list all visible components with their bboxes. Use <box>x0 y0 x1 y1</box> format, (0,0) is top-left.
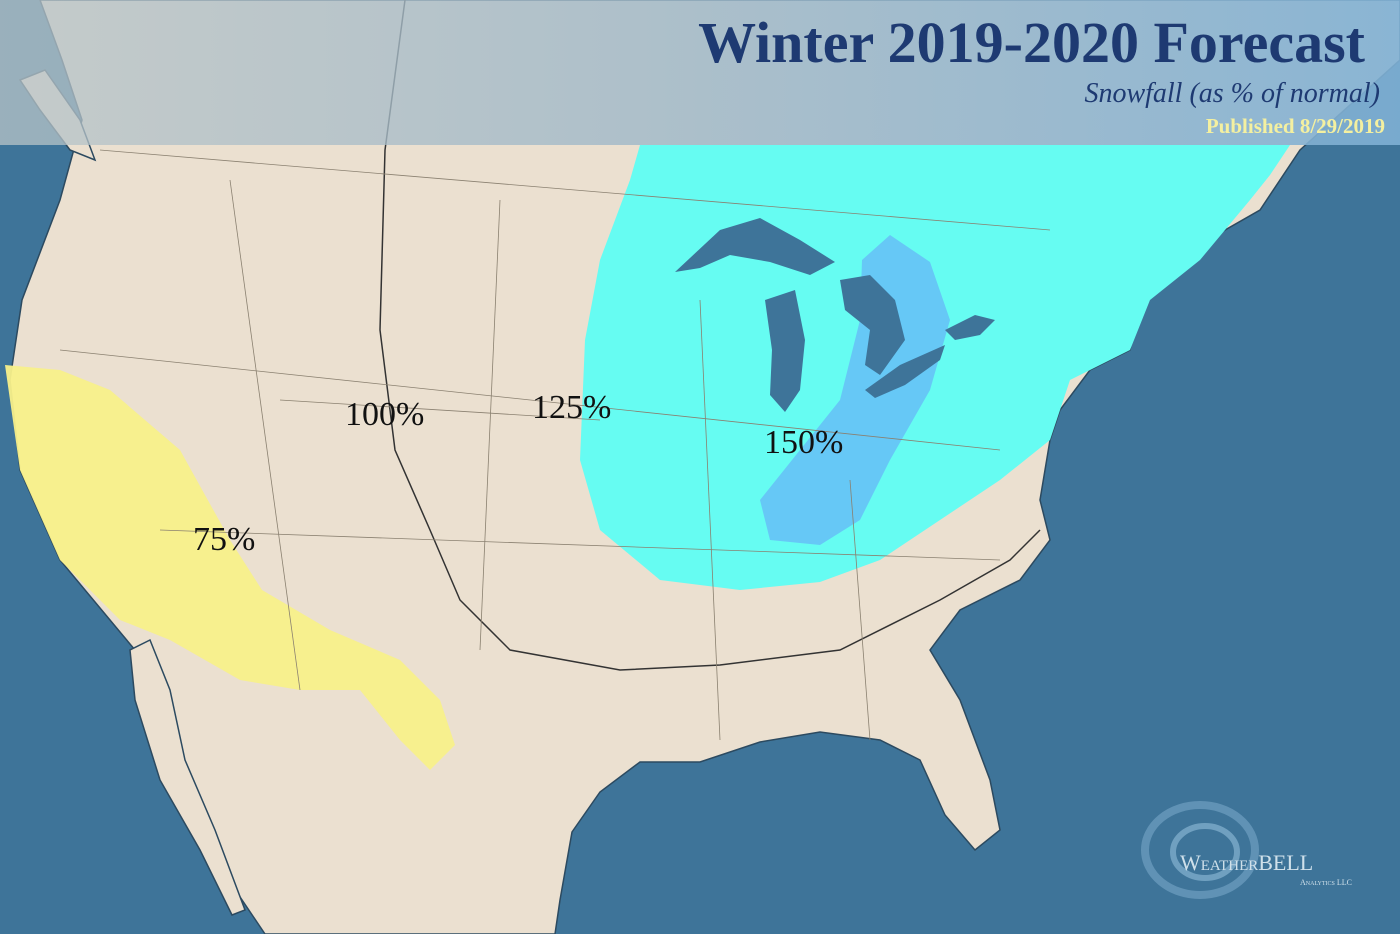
lake-superior <box>675 218 835 275</box>
published-date: Published 8/29/2019 <box>1206 114 1385 138</box>
region-150 <box>760 235 950 545</box>
logo-swirl <box>1141 801 1259 899</box>
divide-line <box>379 0 1041 671</box>
label: 125% <box>532 389 611 426</box>
lake-huron <box>840 275 905 375</box>
lake-michigan <box>765 290 805 412</box>
state-lines <box>59 149 1051 741</box>
logo-name: WeatherBELL <box>1180 850 1313 875</box>
label: 150% <box>764 424 843 461</box>
logo-tagline: Analytics LLC <box>1300 878 1352 887</box>
header-band <box>0 0 1400 145</box>
region-75 <box>5 365 455 770</box>
lake-ontario <box>945 315 995 340</box>
lake-erie <box>865 345 945 398</box>
label: 100% <box>345 396 424 433</box>
label: 75% <box>193 521 255 558</box>
subtitle: Snowfall (as % of normal) <box>1084 78 1380 109</box>
logo: WeatherBELL Analytics LLC <box>1141 801 1352 899</box>
logo-swirl <box>1170 823 1240 881</box>
title: Winter 2019-2020 Forecast <box>698 10 1366 75</box>
great-lakes <box>675 218 995 412</box>
baja <box>129 638 246 916</box>
